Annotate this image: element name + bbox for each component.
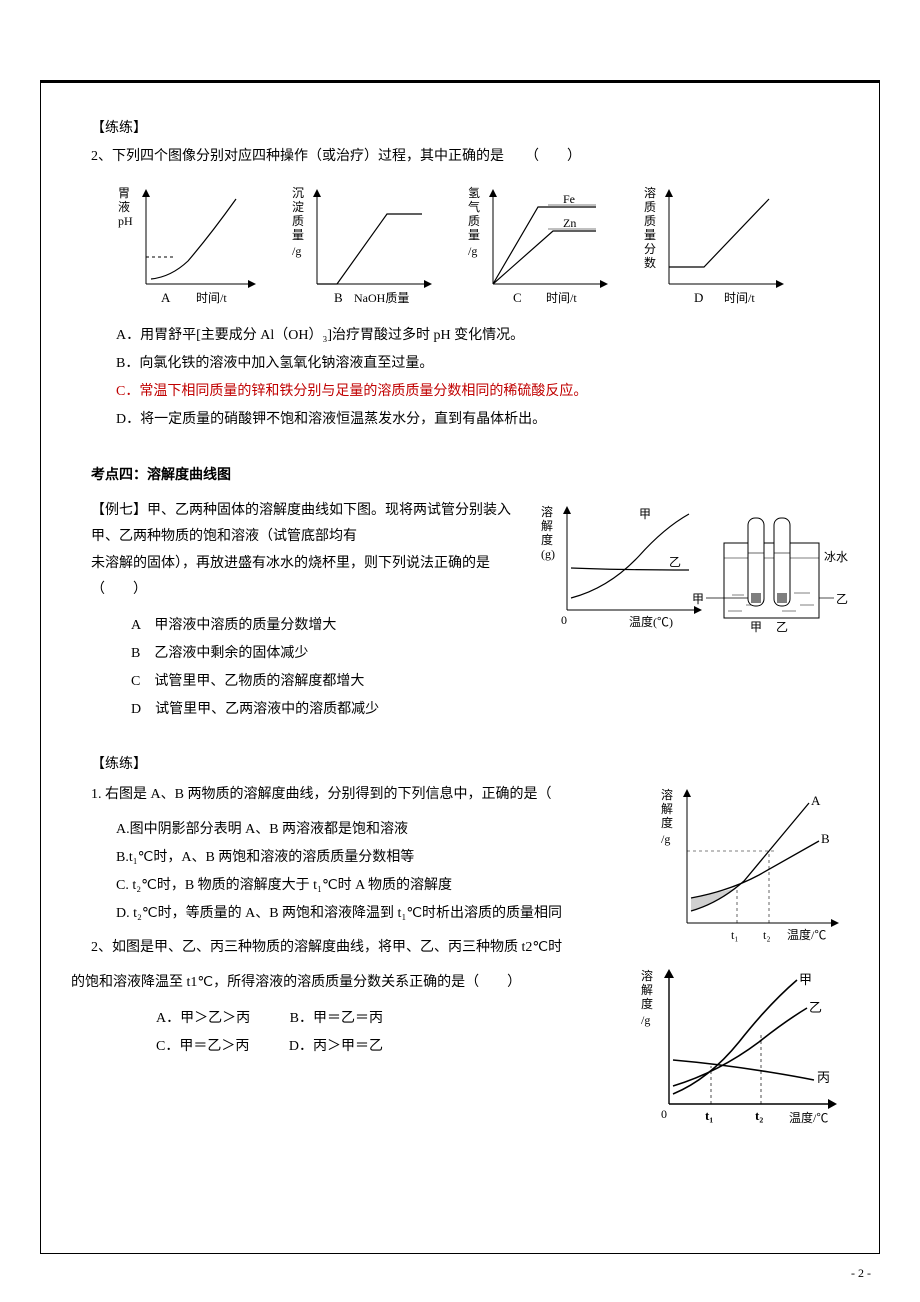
svg-text:溶: 溶 [641, 968, 653, 983]
chartC-legend-fe: Fe [563, 192, 575, 206]
svg-text:/g: /g [292, 244, 301, 258]
svg-text:氢: 氢 [468, 185, 480, 200]
svg-text:淀: 淀 [292, 200, 304, 214]
practice-heading-2: 【练练】 [91, 752, 829, 779]
svg-text:t₂: t₂ [755, 1108, 763, 1123]
svg-text:度: 度 [661, 815, 673, 830]
p2q2-option-A: A．甲＞乙＞丙 [156, 1005, 250, 1033]
p2q1-A: A [811, 793, 821, 808]
page-number: - 2 - [851, 1266, 871, 1281]
svg-text:甲: 甲 [799, 972, 812, 987]
p2q2-origin: 0 [661, 1107, 667, 1121]
svg-text:t₁: t₁ [705, 1108, 713, 1123]
q2-option-A: A．用胃舒平[主要成分 Al（OH）₃]治疗胃酸过多时 pH 变化情况。 [116, 322, 859, 350]
q2-chart-D: 溶 质 质 量 分 数 D 时间/t [644, 179, 794, 314]
q2-chart-B: 沉 淀 质 量 /g B NaOH质量 [292, 179, 442, 314]
svg-text:分: 分 [644, 242, 656, 256]
q2-stem: 2、下列四个图像分别对应四种操作（或治疗）过程，其中正确的是 （ ） [91, 145, 859, 169]
svg-text:甲: 甲 [692, 592, 704, 606]
chartA-letter: A [161, 290, 171, 305]
ex7-curve-top: 甲 [639, 507, 651, 521]
svg-text:0: 0 [561, 613, 567, 627]
svg-text:数: 数 [644, 255, 656, 270]
ex7-figure: 溶 解 度 (g) 0 温度(℃) 甲 乙 [539, 498, 849, 643]
svg-text:溶: 溶 [661, 787, 673, 802]
svg-text:/g: /g [468, 244, 477, 258]
svg-text:质: 质 [644, 214, 656, 228]
p2q1-B: B [821, 831, 830, 846]
chartB-letter: B [334, 290, 343, 305]
svg-text:质: 质 [292, 214, 304, 228]
p2-q1-figure: 溶 解 度 /g A B t₁ t₂ 温度/℃ [659, 783, 849, 958]
chartC-xlabel: 时间/t [546, 291, 577, 305]
svg-text:pH: pH [118, 214, 133, 228]
p2q2-xlabel: 温度/℃ [789, 1110, 828, 1125]
p2q1-xlabel: 温度/℃ [787, 927, 826, 942]
page-content: 【练练】 2、下列四个图像分别对应四种操作（或治疗）过程，其中正确的是 （ ） … [40, 82, 880, 1254]
svg-text:/g: /g [661, 832, 670, 846]
svg-text:度: 度 [641, 996, 653, 1011]
kp4-heading: 考点四：溶解度曲线图 [91, 464, 859, 488]
svg-text:解: 解 [541, 519, 553, 533]
chartA-ylabel: 胃 [118, 186, 130, 200]
svg-text:质: 质 [468, 214, 480, 228]
svg-text:量: 量 [292, 228, 304, 242]
chartD-xlabel: 时间/t [724, 291, 755, 305]
q2-chart-row: 胃 液 pH A 时间/t 沉 淀 质 量 /g [116, 179, 859, 314]
p2-q2-figure: 溶 解 度 /g 0 甲 乙 丙 t₁ t₂ 温度/℃ [639, 964, 849, 1139]
svg-text:解: 解 [661, 802, 673, 816]
ex7-curve-bot: 乙 [669, 555, 681, 569]
svg-text:乙: 乙 [776, 620, 788, 634]
q2-options: A．用胃舒平[主要成分 Al（OH）₃]治疗胃酸过多时 pH 变化情况。 B．向… [116, 322, 859, 434]
svg-text:溶: 溶 [541, 504, 553, 519]
svg-text:量: 量 [644, 228, 656, 242]
p2q2-option-D: D．丙＞甲＝乙 [289, 1033, 383, 1061]
svg-text:乙: 乙 [809, 1000, 822, 1015]
q2-chart-A: 胃 液 pH A 时间/t [116, 179, 266, 314]
svg-text:沉: 沉 [292, 186, 304, 200]
p2q2-option-B: B．甲＝乙＝丙 [290, 1005, 383, 1033]
svg-text:t₂: t₂ [763, 928, 771, 942]
chartC-legend-zn: Zn [563, 216, 576, 230]
svg-text:解: 解 [641, 983, 653, 997]
chartB-xlabel: NaOH质量 [354, 291, 409, 305]
svg-text:液: 液 [118, 199, 130, 214]
ex7-xlabel: 温度(℃) [629, 614, 673, 629]
ex7-option-C: C 试管里甲、乙物质的溶解度都增大 [131, 668, 859, 696]
svg-text:乙: 乙 [836, 592, 848, 606]
svg-text:质: 质 [644, 200, 656, 214]
ex7-beaker-label: 冰水 [824, 550, 848, 564]
q2-option-B: B．向氯化铁的溶液中加入氢氧化钠溶液直至过量。 [116, 350, 859, 378]
svg-text:丙: 丙 [817, 1070, 830, 1085]
chartD-letter: D [694, 290, 703, 305]
practice-heading-1: 【练练】 [91, 117, 859, 137]
ex7-option-B: B 乙溶液中剩余的固体减少 [131, 640, 859, 668]
svg-text:气: 气 [468, 199, 480, 214]
svg-text:量: 量 [468, 228, 480, 242]
svg-text:(g): (g) [541, 547, 555, 561]
q2-option-D: D．将一定质量的硝酸钾不饱和溶液恒温蒸发水分，直到有晶体析出。 [116, 406, 859, 434]
q2-chart-C: 氢 气 质 量 /g Fe Zn C 时间/t [468, 179, 618, 314]
svg-text:溶: 溶 [644, 185, 656, 200]
svg-text:/g: /g [641, 1013, 650, 1027]
svg-text:t₁: t₁ [731, 928, 739, 942]
svg-text:甲: 甲 [750, 620, 762, 634]
q2-option-C: C．常温下相同质量的锌和铁分别与足量的溶质质量分数相同的稀硫酸反应。 [116, 378, 859, 406]
p2q2-option-C: C．甲＝乙＞丙 [156, 1033, 249, 1061]
ex7-option-D: D 试管里甲、乙两溶液中的溶质都减少 [131, 696, 859, 724]
chartA-xlabel: 时间/t [196, 291, 227, 305]
chartC-letter: C [513, 290, 522, 305]
svg-text:度: 度 [541, 532, 553, 547]
